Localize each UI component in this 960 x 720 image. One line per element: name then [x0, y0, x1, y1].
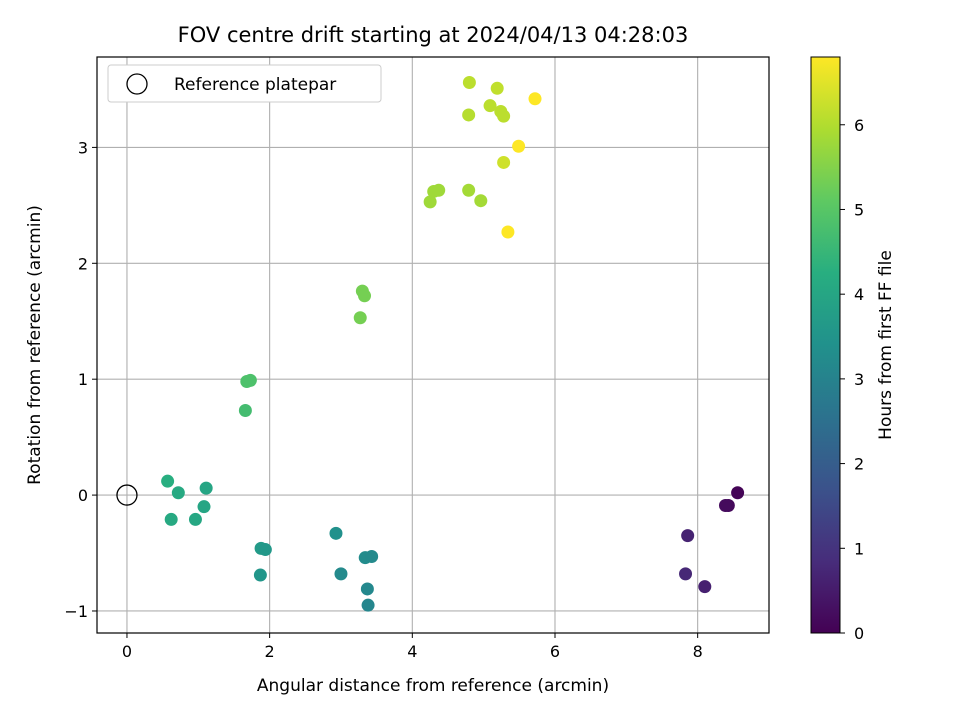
grid-lines [97, 57, 769, 633]
data-point-15 [188, 512, 202, 526]
x-tick-label-0: 0 [122, 642, 132, 661]
legend: Reference platepar [107, 64, 382, 103]
y-tick-label-1: 0 [78, 486, 88, 505]
colorbar-label: Hours from first FF file [876, 250, 896, 440]
colorbar-tick-label-2: 2 [854, 455, 864, 474]
data-point-35 [490, 81, 504, 95]
colorbar-tick-label-4: 4 [854, 285, 864, 304]
data-point-29 [432, 183, 446, 197]
data-point-32 [462, 108, 476, 122]
legend-label-reference: Reference platepar [174, 75, 336, 95]
data-point-7 [360, 582, 374, 596]
y-tick-label-2: 1 [78, 370, 88, 389]
data-point-27 [423, 195, 437, 209]
legend-box [107, 64, 382, 103]
data-point-12 [253, 568, 267, 582]
data-point-10 [365, 550, 379, 564]
data-point-17 [197, 500, 211, 514]
colorbar-gradient [810, 56, 841, 634]
data-point-38 [497, 155, 511, 169]
data-point-11 [329, 526, 343, 540]
y-tick-label-3: 2 [78, 254, 88, 273]
data-point-30 [462, 183, 476, 197]
data-point-40 [512, 139, 526, 153]
data-point-19 [171, 486, 185, 500]
data-point-26 [358, 289, 372, 303]
x-tick-label-1: 2 [265, 642, 275, 661]
data-point-16 [164, 512, 178, 526]
data-point-39 [501, 225, 515, 239]
data-point-6 [361, 598, 375, 612]
data-point-37 [497, 109, 511, 123]
reference-platepar-marker [116, 484, 138, 506]
plot-frame [96, 56, 770, 634]
x-tick-label-2: 4 [407, 642, 417, 661]
colorbar: 0 1 2 3 4 5 6 Hours from first FF file [810, 56, 896, 643]
x-axis-label: Angular distance from reference (arcmin) [257, 676, 609, 696]
colorbar-tick-label-0: 0 [854, 624, 864, 643]
data-point-14 [258, 543, 272, 557]
data-point-41 [528, 92, 542, 106]
x-axis-ticks: 0 2 4 6 8 [122, 633, 703, 661]
data-point-34 [483, 99, 497, 113]
data-point-20 [161, 474, 175, 488]
colorbar-tick-label-1: 1 [854, 539, 864, 558]
data-point-8 [334, 567, 348, 581]
data-point-18 [199, 481, 213, 495]
data-point-4 [679, 567, 693, 581]
data-point-5 [698, 580, 712, 594]
y-tick-label-4: 3 [78, 138, 88, 157]
x-tick-label-3: 6 [550, 642, 560, 661]
data-point-2 [718, 499, 732, 513]
reference-marker-group [116, 484, 138, 506]
data-point-23 [243, 373, 257, 387]
colorbar-tick-label-6: 6 [854, 116, 864, 135]
y-axis-label: Rotation from reference (arcmin) [25, 205, 45, 485]
data-points [161, 75, 745, 612]
colorbar-tick-label-5: 5 [854, 200, 864, 219]
data-point-3 [681, 529, 695, 543]
chart-title: FOV centre drift starting at 2024/04/13 … [178, 23, 689, 47]
x-tick-label-4: 8 [693, 642, 703, 661]
colorbar-tick-label-3: 3 [854, 370, 864, 389]
data-point-31 [474, 194, 488, 208]
data-point-21 [238, 403, 252, 417]
colorbar-ticks: 0 1 2 3 4 5 6 [840, 116, 864, 643]
data-point-24 [353, 311, 367, 325]
y-axis-ticks: −1 0 1 2 3 [64, 138, 97, 621]
data-point-0 [731, 486, 745, 500]
y-tick-label-0: −1 [64, 602, 88, 621]
legend-marker-reference [126, 73, 148, 95]
data-point-33 [462, 75, 476, 89]
